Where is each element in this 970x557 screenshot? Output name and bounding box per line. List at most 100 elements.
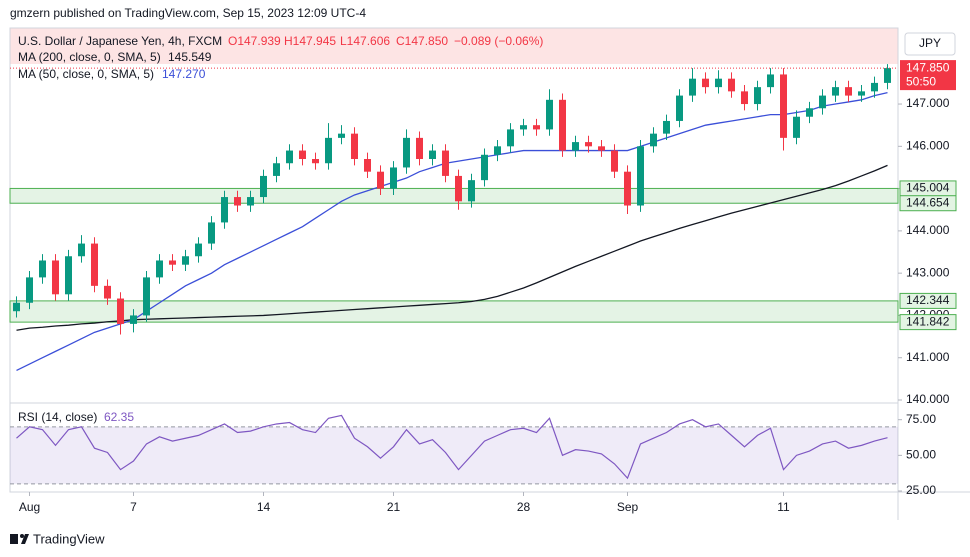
candle-body [559, 99, 566, 151]
rsi-line [16, 414, 888, 480]
candle-body [494, 146, 501, 155]
ma50-value: 147.270 [162, 67, 206, 81]
candle-body [312, 159, 319, 164]
candle-body [260, 175, 267, 198]
candle-body [611, 150, 618, 172]
ma200-legend: MA (200, close, 0, SMA, 5) [18, 50, 161, 64]
candle-body [13, 302, 20, 312]
candle-body [520, 125, 527, 130]
candle-body [338, 133, 345, 138]
candle-body [572, 142, 579, 151]
candle-body [884, 68, 891, 83]
y-tick-label: 143.000 [906, 265, 950, 279]
candle-body [429, 150, 436, 160]
brand-name: TradingView [33, 531, 105, 546]
candle-body [481, 154, 488, 181]
candle-body [78, 243, 85, 257]
open-value: O147.939 [228, 34, 281, 48]
candle-body [117, 298, 124, 324]
candle-body [65, 256, 72, 295]
candle-body [780, 74, 787, 138]
candle-body [689, 78, 696, 96]
currency-button[interactable] [904, 32, 956, 56]
x-tick-label: 21 [387, 500, 401, 514]
candle-body [403, 137, 410, 168]
candle-body [442, 150, 449, 176]
candle-body [130, 315, 137, 324]
candle-body [715, 78, 722, 88]
candle-body [546, 99, 553, 130]
zone-price-label: 142.344 [906, 293, 950, 307]
last-price-label: 147.850 [906, 60, 950, 74]
brand-logo [10, 534, 29, 544]
currency-label[interactable]: JPY [919, 36, 941, 50]
x-tick-label: 11 [777, 500, 790, 514]
candle-body [819, 95, 826, 109]
zone-price-label: 144.654 [906, 195, 950, 209]
candle-body [169, 260, 176, 265]
y-tick-label: 147.000 [906, 96, 950, 110]
candle-body [585, 142, 592, 147]
candle-body [832, 87, 839, 96]
symbol-name: U.S. Dollar / Japanese Yen, 4h, FXCM [18, 34, 222, 48]
high-value: H147.945 [284, 34, 336, 48]
low-value: L147.606 [340, 34, 390, 48]
candle-body [871, 82, 878, 92]
zone-price-box [899, 292, 957, 309]
candle-body [299, 150, 306, 160]
y-tick-label: 25.00 [906, 483, 936, 497]
candle-body [598, 146, 605, 151]
support-zone [9, 187, 899, 204]
candle-body [741, 91, 748, 105]
candle-body [806, 108, 813, 117]
candle-body [455, 175, 462, 202]
candle-body [143, 277, 150, 316]
candle-body [325, 137, 332, 164]
candle-body [26, 277, 33, 303]
x-tick-label: 28 [517, 500, 531, 514]
x-tick-label: Aug [19, 500, 40, 514]
y-tick-label: 50.00 [906, 448, 936, 462]
x-tick-label: Sep [617, 500, 639, 514]
published-line: gmzern published on TradingView.com, Sep… [10, 6, 366, 20]
candle-body [858, 91, 865, 96]
candle-body [728, 78, 735, 92]
moving-average-line [16, 164, 888, 331]
candle-body [468, 180, 475, 202]
candle-body [247, 197, 254, 206]
candle-body [364, 159, 371, 172]
candle-body [195, 243, 202, 257]
y-tick-label: 146.000 [906, 138, 950, 152]
candle-body [286, 150, 293, 164]
candle-body [377, 171, 384, 189]
moving-average-line [16, 91, 888, 371]
y-tick-label: 141.000 [906, 350, 950, 364]
zone-price-label: 145.004 [906, 181, 950, 195]
ma50-legend: MA (50, close, 0, SMA, 5) [18, 67, 154, 81]
last-price-box [900, 60, 956, 91]
candle-body [676, 95, 683, 121]
candle-body [182, 256, 189, 265]
y-tick-label: 75.00 [906, 412, 936, 426]
y-tick-label: 140.000 [906, 392, 950, 406]
candle-body [39, 260, 46, 278]
zone-price-box [899, 195, 957, 212]
candle-body [156, 260, 163, 278]
rsi-legend: RSI (14, close) [18, 410, 97, 424]
change-value: −0.089 (−0.06%) [454, 34, 543, 48]
candle-body [221, 197, 228, 223]
candle-body [416, 137, 423, 160]
candle-body [507, 129, 514, 147]
x-tick-label: 7 [130, 500, 137, 514]
countdown-label: 50:50 [906, 74, 936, 88]
zone-price-box [899, 314, 957, 331]
candle-body [351, 133, 358, 160]
rsi-value: 62.35 [104, 410, 134, 424]
candle-body [624, 171, 631, 206]
candle-body [754, 87, 761, 105]
candle-body [793, 116, 800, 138]
candle-body [650, 133, 657, 147]
candle-body [702, 78, 709, 88]
candle-body [845, 87, 852, 96]
